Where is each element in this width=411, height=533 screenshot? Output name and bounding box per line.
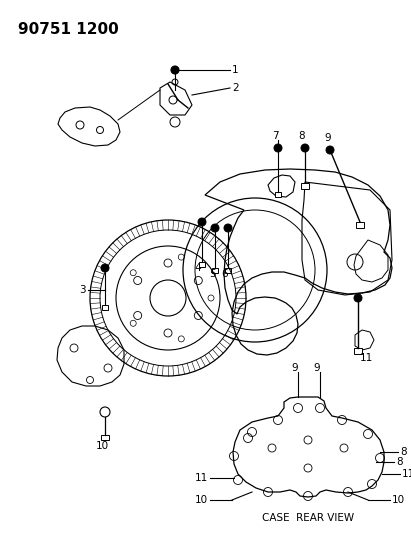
Text: 8: 8 xyxy=(400,447,406,457)
Text: 2: 2 xyxy=(232,83,239,93)
Bar xyxy=(102,305,108,310)
Text: 8: 8 xyxy=(299,131,305,141)
Text: 7: 7 xyxy=(272,131,278,141)
Bar xyxy=(301,183,309,189)
Text: 9: 9 xyxy=(314,363,320,373)
Circle shape xyxy=(326,146,334,154)
Text: 90751 1200: 90751 1200 xyxy=(18,22,119,37)
Text: 6: 6 xyxy=(222,269,229,279)
Bar xyxy=(199,262,205,267)
Text: 9: 9 xyxy=(325,133,331,143)
Circle shape xyxy=(101,264,109,272)
Circle shape xyxy=(211,224,219,232)
Circle shape xyxy=(198,218,206,226)
Text: 11: 11 xyxy=(402,469,411,479)
Circle shape xyxy=(274,144,282,152)
Text: 1: 1 xyxy=(232,65,239,75)
Text: 10: 10 xyxy=(195,495,208,505)
Bar xyxy=(275,192,281,197)
Text: CASE  REAR VIEW: CASE REAR VIEW xyxy=(262,513,354,523)
Text: 5: 5 xyxy=(209,269,215,279)
Bar xyxy=(212,268,218,273)
Text: 11: 11 xyxy=(360,353,373,363)
Circle shape xyxy=(354,294,362,302)
Text: 8: 8 xyxy=(396,457,403,467)
Circle shape xyxy=(171,66,179,74)
Bar xyxy=(354,348,362,354)
Text: 10: 10 xyxy=(95,441,109,451)
Bar xyxy=(101,435,109,440)
Text: 9: 9 xyxy=(292,363,298,373)
Text: 11: 11 xyxy=(195,473,208,483)
Circle shape xyxy=(301,144,309,152)
Text: 10: 10 xyxy=(392,495,405,505)
Bar xyxy=(356,222,364,228)
Text: 4: 4 xyxy=(195,263,201,273)
Circle shape xyxy=(224,224,232,232)
Text: 3: 3 xyxy=(79,285,86,295)
Bar xyxy=(225,268,231,273)
